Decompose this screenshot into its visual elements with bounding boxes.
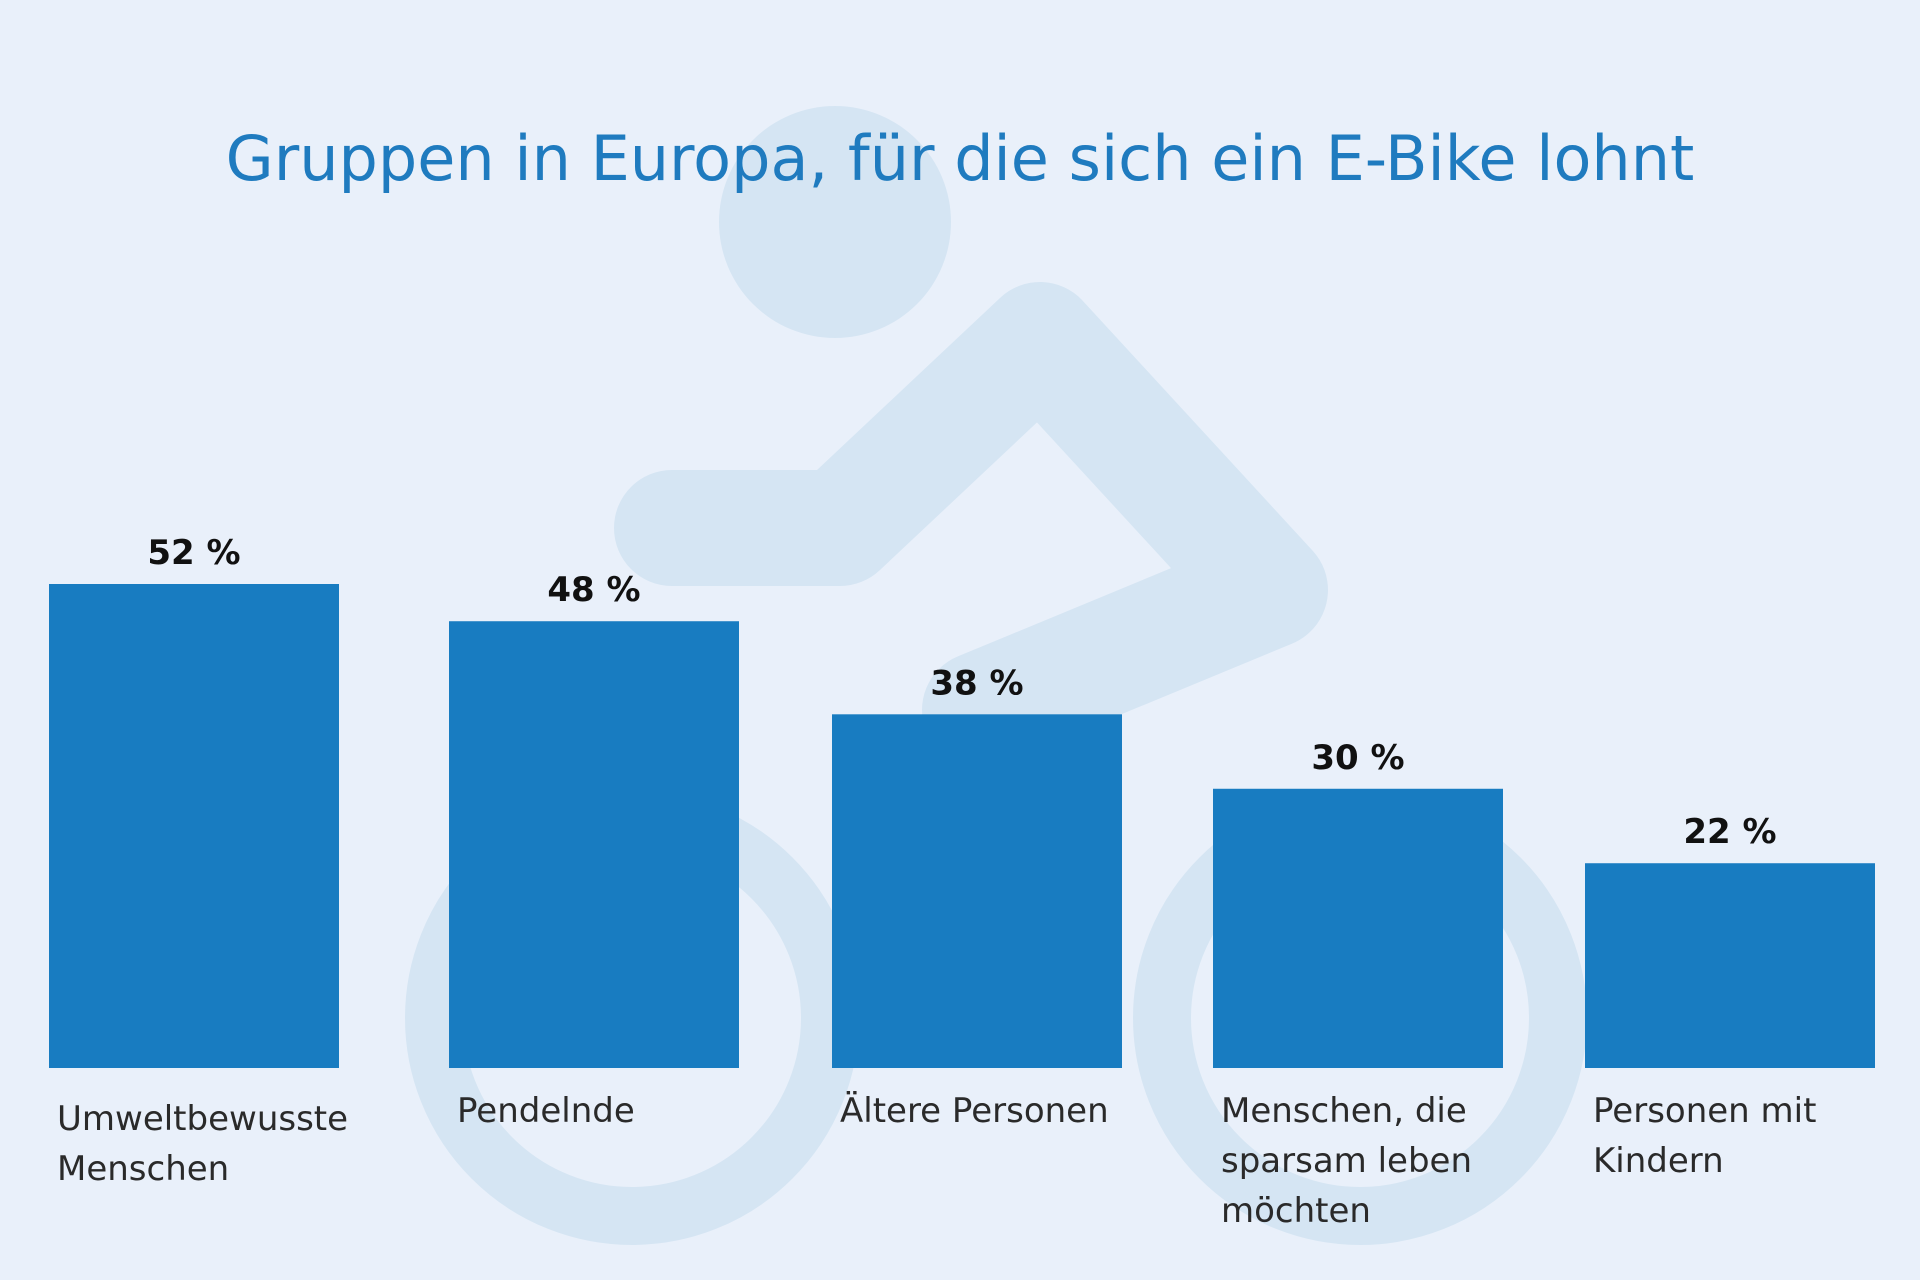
data-label: 52 % xyxy=(147,533,240,573)
data-label: 22 % xyxy=(1683,812,1776,852)
cyclist-body xyxy=(614,282,1328,768)
category-label-line: Personen mit xyxy=(1593,1091,1816,1131)
bars-group xyxy=(49,584,1875,1068)
data-label: 48 % xyxy=(547,570,640,610)
category-label-line: Pendelnde xyxy=(457,1091,635,1131)
category-label-line: Menschen, die xyxy=(1221,1091,1467,1131)
category-label-line: Ältere Personen xyxy=(840,1091,1109,1131)
category-label-line: sparsam leben xyxy=(1221,1141,1472,1181)
category-label-line: Menschen xyxy=(57,1149,229,1189)
category-label: Personen mit Kindern xyxy=(1593,1091,1816,1181)
category-labels-group: Umweltbewusste Menschen Pendelnde Ältere Pe… xyxy=(57,1091,1816,1231)
bar xyxy=(1585,863,1875,1068)
cyclist-head xyxy=(719,106,951,338)
bar xyxy=(49,584,339,1068)
category-label-line: möchten xyxy=(1221,1191,1371,1231)
value-labels-group: 52 % 48 % 38 % 30 % 22 % xyxy=(147,533,1776,852)
category-label: Umweltbewusste Menschen xyxy=(57,1099,348,1189)
category-label: Menschen, die sparsam leben möchten xyxy=(1221,1091,1472,1231)
cyclist-icon xyxy=(405,106,1587,1245)
category-label-line: Umweltbewusste xyxy=(57,1099,348,1139)
category-label: Pendelnde xyxy=(457,1091,635,1131)
bar xyxy=(449,621,739,1068)
data-label: 30 % xyxy=(1311,738,1404,778)
category-label: Ältere Personen xyxy=(840,1091,1109,1131)
chart-title: Gruppen in Europa, für die sich ein E-Bi… xyxy=(226,122,1695,195)
bar xyxy=(832,714,1122,1068)
bar xyxy=(1213,788,1503,1068)
category-label-line: Kindern xyxy=(1593,1141,1724,1181)
data-label: 38 % xyxy=(930,663,1023,703)
